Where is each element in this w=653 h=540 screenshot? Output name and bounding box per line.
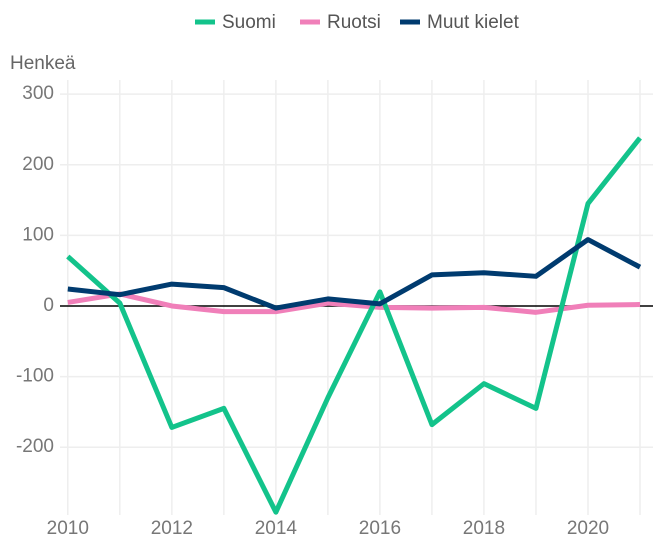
legend-label: Ruotsi xyxy=(327,12,381,33)
y-tick-label: 300 xyxy=(22,83,54,104)
y-tick-label: 0 xyxy=(43,295,54,316)
x-tick-label: 2018 xyxy=(463,518,505,539)
x-tick-label: 2020 xyxy=(567,518,609,539)
x-tick-label: 2010 xyxy=(47,518,89,539)
legend-label: Muut kielet xyxy=(427,12,520,33)
y-tick-label: 100 xyxy=(22,224,54,245)
y-tick-label: -100 xyxy=(16,366,54,387)
legend-label: Suomi xyxy=(222,12,276,33)
y-tick-label: 200 xyxy=(22,154,54,175)
y-tick-label: -200 xyxy=(16,436,54,457)
series-line xyxy=(67,237,642,311)
x-tick-label: 2016 xyxy=(359,518,401,539)
x-tick-label: 2012 xyxy=(151,518,193,539)
series-line xyxy=(66,136,642,515)
series-line xyxy=(67,291,641,315)
x-tick-label: 2014 xyxy=(255,518,298,539)
y-axis-label: Henkeä xyxy=(10,53,76,74)
